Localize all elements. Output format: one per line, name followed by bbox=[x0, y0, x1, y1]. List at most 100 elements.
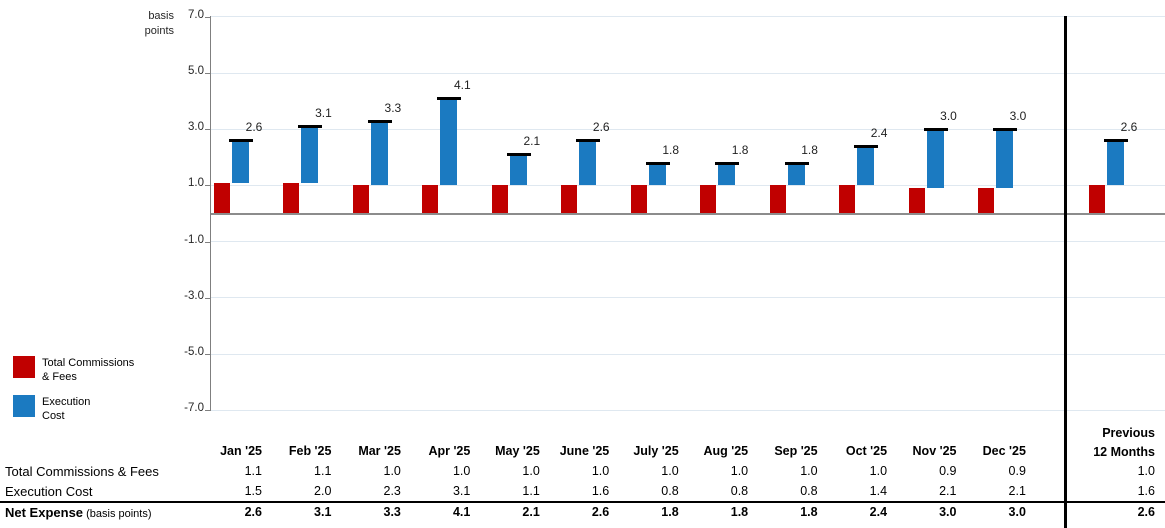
cell-total-commissions-fees: 1.0 bbox=[591, 464, 610, 478]
gridline bbox=[211, 184, 1165, 186]
column-header-month: Nov '25 bbox=[912, 444, 957, 458]
row-label-execution-cost: Execution Cost bbox=[5, 484, 93, 499]
cell-net-expense: 3.1 bbox=[314, 505, 332, 519]
net-expense-marker bbox=[367, 119, 392, 123]
net-expense-value-label: 3.0 bbox=[1009, 109, 1027, 124]
net-expense-value-label: 1.8 bbox=[731, 142, 749, 157]
y-axis-line bbox=[210, 15, 211, 412]
bar-total-commissions-fees bbox=[283, 182, 300, 214]
bar-execution-cost bbox=[648, 162, 666, 186]
net-expense-value-label: 4.1 bbox=[454, 78, 471, 93]
net-expense-value-label: 2.1 bbox=[523, 134, 541, 149]
bar-total-commissions-fees bbox=[839, 185, 856, 214]
cell-net-expense: 4.1 bbox=[452, 505, 471, 519]
legend-label: Execution Cost bbox=[42, 395, 90, 423]
bar-total-commissions-fees bbox=[769, 185, 786, 214]
bar-total-commissions-fees bbox=[1089, 185, 1105, 214]
cell-net-expense: 2.1 bbox=[522, 505, 540, 519]
column-header-month: July '25 bbox=[633, 444, 679, 458]
y-axis-tick-label: -5.0 bbox=[184, 346, 204, 358]
cell-total-commissions-fees: 1.0 bbox=[452, 464, 471, 478]
column-header-month: Aug '25 bbox=[703, 444, 749, 458]
cell-net-expense: 1.8 bbox=[730, 505, 749, 519]
bar-execution-cost bbox=[440, 98, 458, 186]
y-axis-tick bbox=[205, 297, 210, 299]
legend-label-line: Total Commissions bbox=[42, 357, 135, 369]
column-header-month: Mar '25 bbox=[358, 444, 401, 458]
cell-total-commissions-fees: 1.1 bbox=[314, 464, 332, 478]
bar-execution-cost bbox=[579, 140, 597, 186]
previous-header-line: 12 Months bbox=[1093, 445, 1155, 459]
net-expense-marker bbox=[1104, 139, 1128, 143]
cell-execution-cost: 1.6 bbox=[591, 484, 610, 498]
cell-total-commissions-fees: 1.0 bbox=[869, 464, 888, 478]
column-header-month: June '25 bbox=[559, 444, 610, 458]
bar-execution-cost bbox=[509, 154, 527, 186]
y-axis-tick bbox=[205, 185, 210, 187]
legend-label: Total Commissions & Fees bbox=[42, 356, 134, 384]
cell-execution-cost: 1.4 bbox=[869, 484, 888, 498]
cell-net-expense: 2.6 bbox=[1137, 505, 1155, 519]
bar-total-commissions-fees bbox=[977, 188, 994, 214]
red-swatch-icon bbox=[13, 356, 35, 378]
bar-total-commissions-fees bbox=[352, 185, 369, 214]
net-expense-marker bbox=[506, 153, 531, 157]
cell-execution-cost: 2.3 bbox=[383, 484, 401, 498]
net-expense-marker bbox=[715, 161, 740, 165]
bar-total-commissions-fees bbox=[561, 185, 578, 214]
column-header-month: Dec '25 bbox=[982, 444, 1026, 458]
cell-execution-cost: 0.8 bbox=[800, 484, 818, 498]
bar-total-commissions-fees bbox=[491, 185, 508, 214]
y-axis-title: basis points bbox=[112, 9, 174, 39]
net-expense-value-label: 3.1 bbox=[315, 106, 332, 121]
y-axis-tick-label: 5.0 bbox=[188, 65, 204, 77]
net-expense-value-label: 3.0 bbox=[940, 109, 957, 124]
y-axis-title-line: points bbox=[144, 25, 174, 37]
y-axis-tick-label: 7.0 bbox=[188, 8, 204, 21]
row-label-total-commissions-fees: Total Commissions & Fees bbox=[5, 464, 159, 479]
gridline bbox=[211, 16, 1165, 18]
cell-net-expense: 1.8 bbox=[800, 505, 818, 519]
cell-net-expense: 2.6 bbox=[591, 505, 610, 519]
bar-execution-cost bbox=[926, 129, 944, 189]
column-header-month: Jan '25 bbox=[220, 444, 262, 458]
bar-execution-cost bbox=[718, 162, 736, 186]
cell-net-expense: 3.0 bbox=[939, 505, 957, 519]
legend-label-line: Execution bbox=[42, 396, 91, 408]
column-header-month: May '25 bbox=[495, 444, 540, 458]
net-expense-marker bbox=[229, 139, 253, 143]
y-axis-tick-label: -1.0 bbox=[184, 233, 204, 246]
cell-execution-cost: 0.8 bbox=[730, 484, 749, 498]
bar-execution-cost bbox=[1107, 140, 1124, 186]
gridline bbox=[211, 297, 1165, 299]
cell-net-expense: 2.4 bbox=[869, 505, 888, 519]
net-expense-value-label: 2.6 bbox=[245, 120, 263, 135]
bar-execution-cost bbox=[787, 162, 805, 186]
cell-total-commissions-fees: 0.9 bbox=[1008, 464, 1026, 478]
bar-total-commissions-fees bbox=[630, 185, 647, 214]
legend-item-total-commissions-fees: Total Commissions & Fees bbox=[13, 356, 134, 384]
column-header-month: Apr '25 bbox=[428, 444, 471, 458]
y-axis-tick bbox=[205, 73, 210, 74]
y-axis-tick bbox=[205, 241, 210, 243]
bar-execution-cost bbox=[857, 146, 875, 186]
previous-header-line: Previous bbox=[1102, 426, 1155, 440]
cell-total-commissions-fees: 1.0 bbox=[1137, 464, 1155, 478]
cell-execution-cost: 2.1 bbox=[939, 484, 957, 498]
cell-execution-cost: 2.0 bbox=[314, 484, 332, 498]
bar-execution-cost bbox=[301, 126, 319, 183]
gridline bbox=[211, 72, 1165, 74]
net-expense-marker bbox=[576, 139, 601, 143]
cell-execution-cost: 0.8 bbox=[661, 484, 679, 498]
net-expense-marker bbox=[992, 128, 1017, 132]
net-expense-marker bbox=[437, 97, 462, 101]
y-axis-tick-label: -3.0 bbox=[184, 289, 204, 302]
cell-total-commissions-fees: 1.0 bbox=[383, 464, 401, 478]
y-axis-tick bbox=[205, 354, 210, 355]
blue-swatch-icon bbox=[13, 395, 35, 417]
net-expense-value-label: 2.4 bbox=[870, 126, 888, 141]
net-expense-value-label: 2.6 bbox=[1120, 120, 1138, 135]
bar-total-commissions-fees bbox=[422, 185, 439, 214]
net-expense-value-label: 3.3 bbox=[384, 100, 402, 115]
y-axis-tick-label: -7.0 bbox=[184, 402, 204, 415]
